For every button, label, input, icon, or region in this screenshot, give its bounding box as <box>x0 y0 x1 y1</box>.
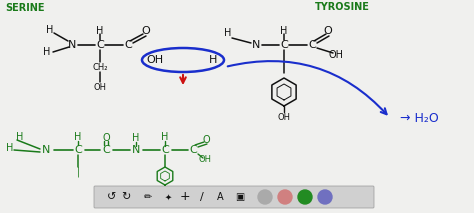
Text: /: / <box>200 192 204 202</box>
Text: N: N <box>42 145 50 155</box>
Text: H: H <box>74 132 82 142</box>
Circle shape <box>258 190 272 204</box>
Text: A: A <box>217 192 223 202</box>
Text: C: C <box>74 145 82 155</box>
Text: OH: OH <box>146 55 164 65</box>
Text: +: + <box>180 190 191 203</box>
Text: O: O <box>142 26 150 36</box>
Text: ↺: ↺ <box>107 192 117 202</box>
Text: H: H <box>43 47 51 57</box>
Text: OH: OH <box>277 112 291 121</box>
Text: SERINE: SERINE <box>5 3 45 13</box>
Text: H: H <box>132 133 140 143</box>
Circle shape <box>318 190 332 204</box>
Text: ↻: ↻ <box>121 192 131 202</box>
Text: H: H <box>224 28 232 38</box>
Text: ✏: ✏ <box>144 192 152 202</box>
Text: C: C <box>280 40 288 50</box>
Text: H: H <box>96 26 104 36</box>
Text: OH: OH <box>93 82 107 92</box>
Text: H: H <box>16 132 24 142</box>
Text: CH₂: CH₂ <box>92 62 108 72</box>
Text: C: C <box>124 40 132 50</box>
Text: OH: OH <box>328 50 344 60</box>
Text: C: C <box>102 145 110 155</box>
Circle shape <box>298 190 312 204</box>
Text: N: N <box>68 40 76 50</box>
Text: H: H <box>161 132 169 142</box>
Text: H: H <box>209 55 217 65</box>
Text: OH: OH <box>199 155 211 164</box>
Text: ▣: ▣ <box>236 192 245 202</box>
Text: C: C <box>96 40 104 50</box>
Circle shape <box>278 190 292 204</box>
Text: O: O <box>202 135 210 145</box>
Text: ✦: ✦ <box>164 193 172 201</box>
Text: C: C <box>189 145 197 155</box>
Text: C: C <box>161 145 169 155</box>
Text: → H₂O: → H₂O <box>400 111 439 125</box>
Text: O: O <box>324 26 332 36</box>
Text: H: H <box>6 143 14 153</box>
Text: |: | <box>76 167 80 177</box>
Text: N: N <box>132 145 140 155</box>
FancyArrowPatch shape <box>228 61 387 114</box>
Text: C: C <box>308 40 316 50</box>
Text: H: H <box>46 25 54 35</box>
Text: TYROSINE: TYROSINE <box>315 2 370 12</box>
Text: N: N <box>252 40 260 50</box>
Text: H: H <box>280 26 288 36</box>
FancyBboxPatch shape <box>94 186 374 208</box>
Text: O: O <box>102 133 110 143</box>
